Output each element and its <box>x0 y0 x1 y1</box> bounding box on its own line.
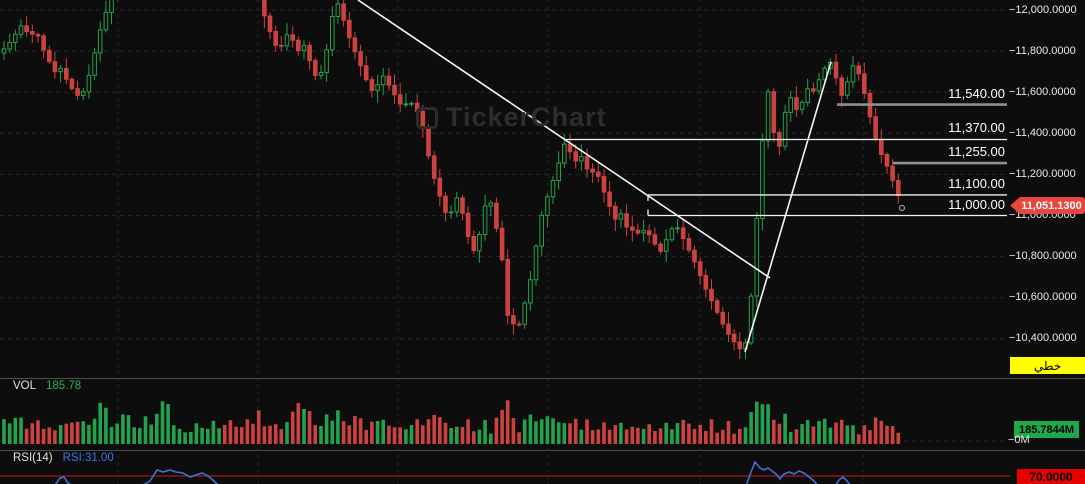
rsi-label[interactable]: RSI(14) <box>13 452 53 464</box>
price-axis-tick: −11,600.0000 <box>1009 86 1076 98</box>
price-axis-tick: −12,000.0000 <box>1009 4 1077 16</box>
rsi-value: RSI:31.00 <box>62 452 114 464</box>
volume-pane-header: VOL 185.78 <box>13 380 81 392</box>
price-axis-tick: −11,200.0000 <box>1009 168 1076 180</box>
price-axis-tick: −11,400.0000 <box>1009 127 1076 139</box>
price-axis-tick: −11,800.0000 <box>1009 45 1076 57</box>
price-level-label[interactable]: 11,100.00 <box>948 176 1005 191</box>
price-axis-tick: −10,800.0000 <box>1009 250 1077 262</box>
tickerchart-logo-icon <box>416 106 438 129</box>
rsi-pane-header: RSI(14) RSI:31.00 <box>13 452 114 464</box>
price-level-label[interactable]: 11,540.00 <box>948 86 1005 101</box>
volume-label[interactable]: VOL <box>13 380 37 392</box>
price-axis-tick: −10,400.0000 <box>1009 332 1077 344</box>
last-price-badge: 11,051.1300 <box>1010 197 1085 214</box>
price-axis-tick: −10,600.0000 <box>1009 291 1077 303</box>
volume-value-badge: 185.7844M <box>1014 421 1079 438</box>
price-level-label[interactable]: 11,370.00 <box>948 120 1005 135</box>
price-level-label[interactable]: 11,000.00 <box>948 197 1005 212</box>
watermark: TickerChart <box>416 102 607 133</box>
rsi-level-badge: 70.0000 <box>1017 469 1085 484</box>
volume-axis-zero-label: −0M <box>1008 434 1030 446</box>
chart-type-badge[interactable]: خطي <box>1010 357 1085 374</box>
volume-value: 185.78 <box>46 380 82 392</box>
price-level-label[interactable]: 11,255.00 <box>948 144 1005 159</box>
watermark-text: TickerChart <box>446 102 607 132</box>
